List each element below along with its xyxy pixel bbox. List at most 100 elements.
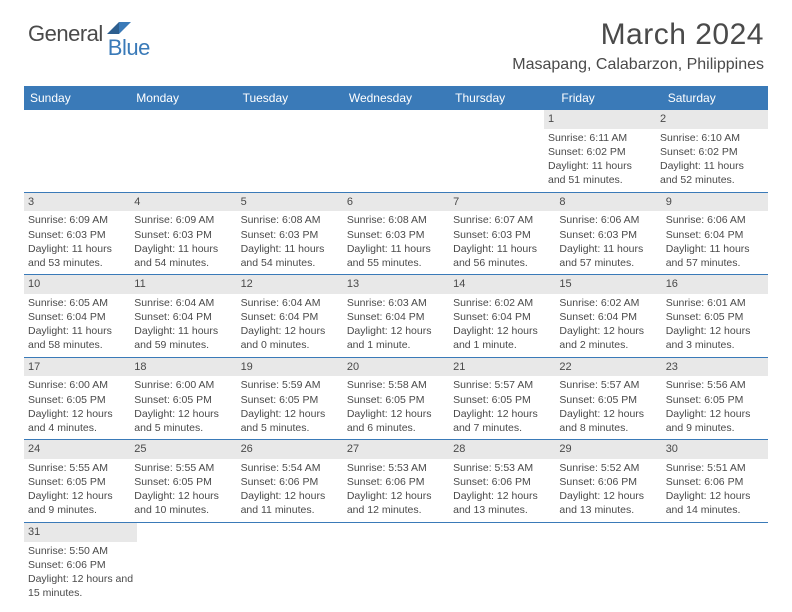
week-row: 10Sunrise: 6:05 AMSunset: 6:04 PMDayligh… (24, 275, 768, 358)
sunset-text: Sunset: 6:04 PM (453, 310, 551, 324)
empty-cell (453, 523, 558, 605)
day-number: 12 (237, 275, 343, 294)
day-number: 15 (555, 275, 661, 294)
daylight-text: Daylight: 11 hours and 59 minutes. (134, 324, 232, 352)
day-cell: 11Sunrise: 6:04 AMSunset: 6:04 PMDayligh… (130, 275, 236, 357)
month-title: March 2024 (512, 18, 764, 52)
sunrise-text: Sunrise: 6:08 AM (347, 213, 445, 227)
sunrise-text: Sunrise: 6:04 AM (134, 296, 232, 310)
daylight-text: Daylight: 11 hours and 57 minutes. (666, 242, 764, 270)
weeks-container: 1Sunrise: 6:11 AMSunset: 6:02 PMDaylight… (24, 110, 768, 604)
daylight-text: Daylight: 11 hours and 56 minutes. (453, 242, 551, 270)
empty-cell (336, 110, 440, 192)
sunset-text: Sunset: 6:05 PM (134, 393, 232, 407)
day-number: 17 (24, 358, 130, 377)
day-number: 27 (343, 440, 449, 459)
logo-text-part1: General (28, 21, 103, 47)
empty-cell (440, 110, 544, 192)
sunrise-text: Sunrise: 6:06 AM (666, 213, 764, 227)
day-number: 28 (449, 440, 555, 459)
sunset-text: Sunset: 6:05 PM (28, 393, 126, 407)
sunrise-text: Sunrise: 6:08 AM (241, 213, 339, 227)
sunset-text: Sunset: 6:04 PM (666, 228, 764, 242)
day-number: 5 (237, 193, 343, 212)
day-cell: 26Sunrise: 5:54 AMSunset: 6:06 PMDayligh… (237, 440, 343, 522)
day-number: 8 (555, 193, 661, 212)
sunset-text: Sunset: 6:04 PM (28, 310, 126, 324)
sunrise-text: Sunrise: 6:06 AM (559, 213, 657, 227)
day-cell: 24Sunrise: 5:55 AMSunset: 6:05 PMDayligh… (24, 440, 130, 522)
day-number: 4 (130, 193, 236, 212)
daylight-text: Daylight: 12 hours and 13 minutes. (559, 489, 657, 517)
day-number: 6 (343, 193, 449, 212)
calendar: Sunday Monday Tuesday Wednesday Thursday… (24, 86, 768, 604)
day-number: 26 (237, 440, 343, 459)
daylight-text: Daylight: 12 hours and 2 minutes. (559, 324, 657, 352)
sunset-text: Sunset: 6:03 PM (347, 228, 445, 242)
weekday-tuesday: Tuesday (237, 86, 343, 110)
day-cell: 29Sunrise: 5:52 AMSunset: 6:06 PMDayligh… (555, 440, 661, 522)
sunrise-text: Sunrise: 5:59 AM (241, 378, 339, 392)
sunrise-text: Sunrise: 6:02 AM (453, 296, 551, 310)
weekday-friday: Friday (555, 86, 661, 110)
day-number: 2 (656, 110, 768, 129)
sunrise-text: Sunrise: 5:54 AM (241, 461, 339, 475)
weekday-monday: Monday (130, 86, 236, 110)
sunrise-text: Sunrise: 5:57 AM (453, 378, 551, 392)
daylight-text: Daylight: 12 hours and 1 minute. (453, 324, 551, 352)
day-number: 18 (130, 358, 236, 377)
day-cell: 13Sunrise: 6:03 AMSunset: 6:04 PMDayligh… (343, 275, 449, 357)
daylight-text: Daylight: 12 hours and 5 minutes. (134, 407, 232, 435)
sunrise-text: Sunrise: 5:51 AM (666, 461, 764, 475)
sunset-text: Sunset: 6:05 PM (666, 393, 764, 407)
empty-cell (232, 110, 336, 192)
daylight-text: Daylight: 11 hours and 58 minutes. (28, 324, 126, 352)
empty-cell (242, 523, 347, 605)
day-cell: 25Sunrise: 5:55 AMSunset: 6:05 PMDayligh… (130, 440, 236, 522)
sunrise-text: Sunrise: 6:01 AM (666, 296, 764, 310)
empty-cell (24, 110, 128, 192)
day-cell: 28Sunrise: 5:53 AMSunset: 6:06 PMDayligh… (449, 440, 555, 522)
day-number: 24 (24, 440, 130, 459)
sunrise-text: Sunrise: 5:58 AM (347, 378, 445, 392)
day-cell: 30Sunrise: 5:51 AMSunset: 6:06 PMDayligh… (662, 440, 768, 522)
sunrise-text: Sunrise: 5:55 AM (28, 461, 126, 475)
sunset-text: Sunset: 6:04 PM (241, 310, 339, 324)
empty-cell (137, 523, 242, 605)
logo: General Blue (28, 18, 176, 49)
empty-cell (347, 523, 452, 605)
sunset-text: Sunset: 6:06 PM (666, 475, 764, 489)
empty-cell (663, 523, 768, 605)
sunset-text: Sunset: 6:06 PM (28, 558, 133, 572)
day-number: 3 (24, 193, 130, 212)
daylight-text: Daylight: 11 hours and 55 minutes. (347, 242, 445, 270)
daylight-text: Daylight: 12 hours and 9 minutes. (28, 489, 126, 517)
day-number: 22 (555, 358, 661, 377)
day-cell: 6Sunrise: 6:08 AMSunset: 6:03 PMDaylight… (343, 193, 449, 275)
sunrise-text: Sunrise: 6:03 AM (347, 296, 445, 310)
day-cell: 2Sunrise: 6:10 AMSunset: 6:02 PMDaylight… (656, 110, 768, 192)
day-number: 21 (449, 358, 555, 377)
sunrise-text: Sunrise: 6:04 AM (241, 296, 339, 310)
day-cell: 1Sunrise: 6:11 AMSunset: 6:02 PMDaylight… (544, 110, 656, 192)
day-cell: 12Sunrise: 6:04 AMSunset: 6:04 PMDayligh… (237, 275, 343, 357)
sunrise-text: Sunrise: 5:53 AM (453, 461, 551, 475)
day-cell: 20Sunrise: 5:58 AMSunset: 6:05 PMDayligh… (343, 358, 449, 440)
sunset-text: Sunset: 6:03 PM (28, 228, 126, 242)
day-number: 31 (24, 523, 137, 542)
empty-cell (558, 523, 663, 605)
day-cell: 3Sunrise: 6:09 AMSunset: 6:03 PMDaylight… (24, 193, 130, 275)
sunset-text: Sunset: 6:05 PM (453, 393, 551, 407)
day-number: 20 (343, 358, 449, 377)
day-number: 29 (555, 440, 661, 459)
sunset-text: Sunset: 6:04 PM (559, 310, 657, 324)
day-number: 13 (343, 275, 449, 294)
sunset-text: Sunset: 6:03 PM (453, 228, 551, 242)
sunrise-text: Sunrise: 6:10 AM (660, 131, 764, 145)
daylight-text: Daylight: 12 hours and 3 minutes. (666, 324, 764, 352)
daylight-text: Daylight: 12 hours and 11 minutes. (241, 489, 339, 517)
week-row: 31Sunrise: 5:50 AMSunset: 6:06 PMDayligh… (24, 523, 768, 605)
day-cell: 16Sunrise: 6:01 AMSunset: 6:05 PMDayligh… (662, 275, 768, 357)
sunset-text: Sunset: 6:05 PM (347, 393, 445, 407)
day-cell: 21Sunrise: 5:57 AMSunset: 6:05 PMDayligh… (449, 358, 555, 440)
